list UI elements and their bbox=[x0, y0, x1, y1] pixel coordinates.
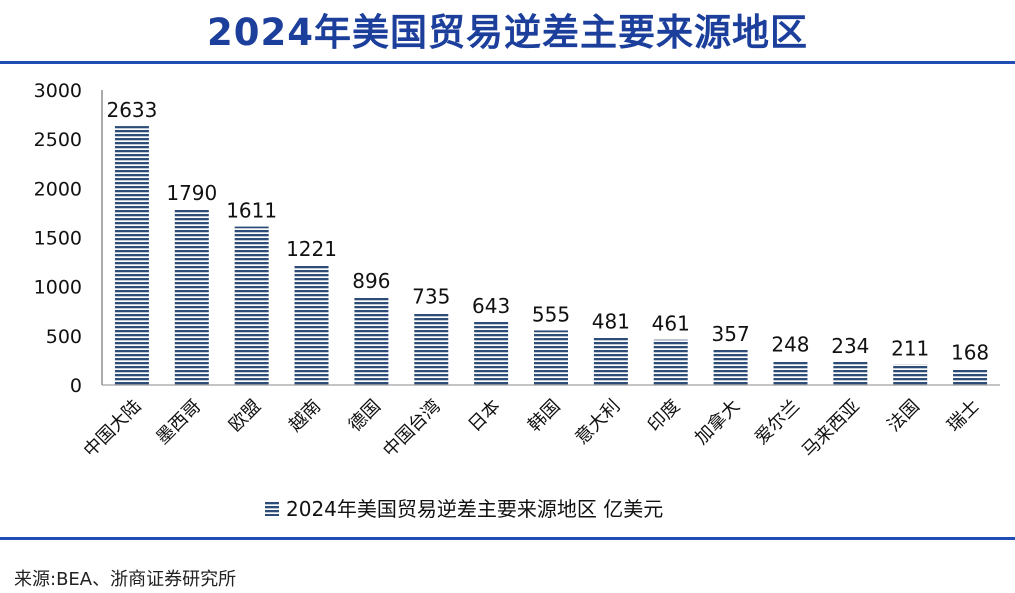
bar bbox=[354, 296, 389, 385]
x-tick-label: 法国 bbox=[883, 396, 923, 436]
bar bbox=[474, 321, 509, 385]
bar bbox=[534, 330, 568, 385]
bar bbox=[174, 208, 209, 385]
bar bbox=[114, 126, 149, 386]
data-label: 211 bbox=[891, 336, 929, 360]
data-label: 896 bbox=[352, 269, 390, 293]
data-label: 481 bbox=[592, 310, 630, 334]
data-label: 1611 bbox=[226, 199, 277, 223]
data-label: 643 bbox=[472, 294, 510, 318]
x-tick-label: 日本 bbox=[464, 396, 504, 436]
y-tick-label: 2000 bbox=[34, 178, 82, 200]
x-tick-label: 墨西哥 bbox=[152, 396, 205, 449]
bar bbox=[414, 312, 449, 385]
x-tick-label: 韩国 bbox=[524, 396, 564, 436]
bar bbox=[773, 360, 808, 385]
x-tick-label: 欧盟 bbox=[225, 396, 265, 436]
y-tick-label: 0 bbox=[70, 375, 82, 397]
bar bbox=[653, 339, 688, 385]
x-tick-label: 马来西亚 bbox=[798, 396, 864, 462]
x-tick-label: 德国 bbox=[345, 396, 385, 436]
bar bbox=[953, 368, 988, 385]
x-tick-label: 加拿大 bbox=[690, 395, 744, 449]
data-label: 1221 bbox=[286, 237, 337, 261]
bar bbox=[593, 337, 628, 385]
data-label: 2633 bbox=[106, 98, 157, 122]
data-label: 357 bbox=[712, 322, 750, 346]
bar bbox=[893, 364, 928, 385]
x-tick-label: 中国台湾 bbox=[379, 396, 445, 462]
bar bbox=[234, 226, 269, 385]
top-divider bbox=[0, 61, 1015, 64]
y-tick-label: 1000 bbox=[34, 277, 82, 299]
bar bbox=[713, 349, 748, 385]
x-tick-label: 爱尔兰 bbox=[751, 396, 804, 449]
bar bbox=[294, 264, 329, 385]
legend-swatch bbox=[265, 502, 279, 516]
y-tick-label: 2500 bbox=[34, 129, 82, 151]
data-label: 1790 bbox=[166, 181, 217, 205]
source-note: 来源:BEA、浙商证券研究所 bbox=[14, 569, 237, 590]
bar-chart: 0 500 1000 1500 2000 2500 3000 2633 中国大陆 1790 墨西哥 1… bbox=[34, 80, 1000, 521]
y-tick-label: 500 bbox=[46, 326, 82, 348]
data-label: 248 bbox=[771, 333, 809, 357]
x-tick-label: 越南 bbox=[285, 396, 325, 436]
chart-title: 2024年美国贸易逆差主要来源地区 bbox=[207, 11, 808, 54]
x-tick-label: 瑞士 bbox=[943, 396, 983, 436]
plot-area: 0 500 1000 1500 2000 2500 3000 2633 中国大陆 1790 墨西哥 1… bbox=[34, 80, 1000, 521]
bottom-divider bbox=[0, 537, 1015, 540]
x-tick-label: 中国大陆 bbox=[80, 396, 146, 462]
x-tick-label: 意大利 bbox=[571, 396, 624, 449]
y-tick-label: 3000 bbox=[34, 80, 82, 102]
data-label: 555 bbox=[532, 302, 570, 326]
x-tick-label: 印度 bbox=[644, 396, 684, 436]
data-label: 234 bbox=[831, 334, 869, 358]
y-tick-label: 1500 bbox=[34, 228, 82, 250]
legend-label: 2024年美国贸易逆差主要来源地区 亿美元 bbox=[286, 497, 663, 521]
data-label: 168 bbox=[951, 340, 989, 364]
data-label: 461 bbox=[652, 312, 690, 336]
bar bbox=[833, 361, 868, 385]
data-label: 735 bbox=[412, 285, 450, 309]
